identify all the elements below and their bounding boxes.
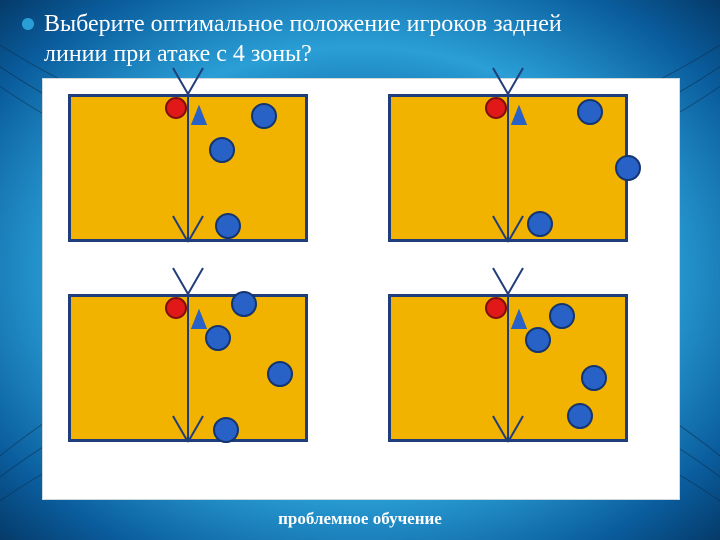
net-line — [507, 294, 509, 442]
title-line2: линии при атаке с 4 зоны? — [44, 39, 700, 69]
attacker-marker — [165, 297, 187, 319]
player-marker — [567, 403, 593, 429]
player-marker — [213, 417, 239, 443]
net-line — [507, 94, 509, 242]
setter-marker — [511, 105, 527, 125]
player-marker — [267, 361, 293, 387]
option-opt-c[interactable] — [68, 294, 308, 442]
player-marker — [209, 137, 235, 163]
bullet-icon — [22, 18, 34, 30]
net-line — [187, 294, 189, 442]
player-marker — [549, 303, 575, 329]
player-marker — [205, 325, 231, 351]
player-marker — [581, 365, 607, 391]
player-marker — [615, 155, 641, 181]
caption-text: проблемное обучение — [278, 509, 442, 528]
setter-marker — [191, 309, 207, 329]
title-line1: Выберите оптимальное положение игроков з… — [44, 11, 562, 37]
setter-marker — [191, 105, 207, 125]
option-opt-b[interactable] — [388, 94, 628, 242]
player-marker — [577, 99, 603, 125]
attacker-marker — [485, 297, 507, 319]
question-title: Выберите оптимальное положение игроков з… — [22, 8, 700, 69]
player-marker — [215, 213, 241, 239]
player-marker — [525, 327, 551, 353]
player-marker — [527, 211, 553, 237]
setter-marker — [511, 309, 527, 329]
option-opt-d[interactable] — [388, 294, 628, 442]
attacker-marker — [485, 97, 507, 119]
net-line — [187, 94, 189, 242]
player-marker — [251, 103, 277, 129]
option-opt-a[interactable] — [68, 94, 308, 242]
attacker-marker — [165, 97, 187, 119]
player-marker — [231, 291, 257, 317]
slide-caption: проблемное обучение — [0, 509, 720, 529]
